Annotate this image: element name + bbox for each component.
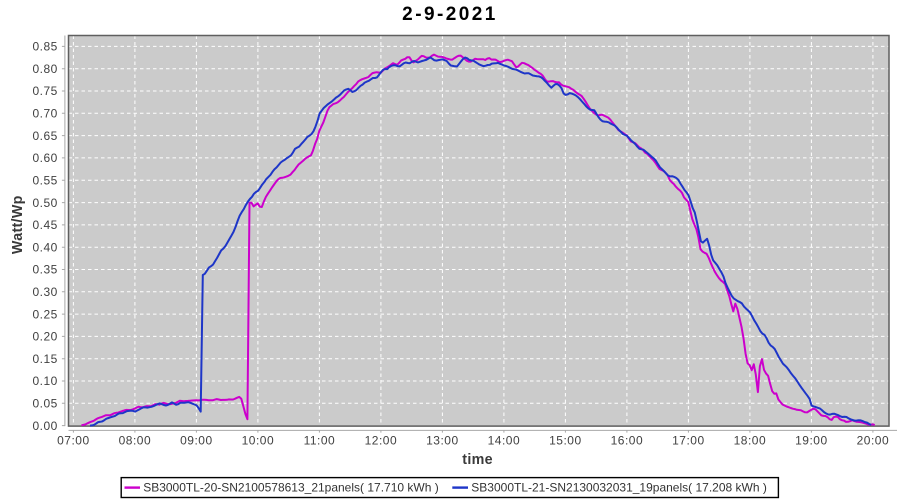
svg-text:0.85: 0.85 xyxy=(32,40,57,54)
svg-text:0.15: 0.15 xyxy=(32,352,57,366)
svg-text:19:00: 19:00 xyxy=(795,434,828,448)
svg-text:0.45: 0.45 xyxy=(32,218,57,232)
svg-text:0.10: 0.10 xyxy=(32,374,57,388)
svg-text:14:00: 14:00 xyxy=(488,434,521,448)
svg-text:Watt/Wp: Watt/Wp xyxy=(10,195,26,254)
svg-text:0.20: 0.20 xyxy=(32,330,57,344)
svg-text:0.35: 0.35 xyxy=(32,263,57,277)
svg-text:0.55: 0.55 xyxy=(32,173,57,187)
svg-text:16:00: 16:00 xyxy=(611,434,644,448)
svg-text:0.80: 0.80 xyxy=(32,62,57,76)
svg-text:0.60: 0.60 xyxy=(32,151,57,165)
svg-text:0.40: 0.40 xyxy=(32,240,57,254)
svg-text:0.00: 0.00 xyxy=(32,419,57,433)
svg-text:08:00: 08:00 xyxy=(119,434,152,448)
svg-text:0.75: 0.75 xyxy=(32,84,57,98)
svg-text:SB3000TL-21-SN2130032031_19pan: SB3000TL-21-SN2130032031_19panels( 17.20… xyxy=(471,481,767,495)
svg-text:0.05: 0.05 xyxy=(32,397,57,411)
svg-text:0.25: 0.25 xyxy=(32,307,57,321)
svg-text:0.70: 0.70 xyxy=(32,107,57,121)
svg-text:18:00: 18:00 xyxy=(734,434,767,448)
svg-text:SB3000TL-20-SN2100578613_21pan: SB3000TL-20-SN2100578613_21panels( 17.71… xyxy=(143,481,439,495)
svg-text:12:00: 12:00 xyxy=(365,434,398,448)
svg-text:11:00: 11:00 xyxy=(304,434,336,448)
svg-text:17:00: 17:00 xyxy=(672,434,705,448)
svg-text:10:00: 10:00 xyxy=(242,434,275,448)
svg-text:20:00: 20:00 xyxy=(857,434,890,448)
svg-text:2-9-2021: 2-9-2021 xyxy=(402,4,498,25)
svg-text:09:00: 09:00 xyxy=(180,434,213,448)
svg-text:13:00: 13:00 xyxy=(426,434,459,448)
svg-text:0.65: 0.65 xyxy=(32,129,57,143)
svg-text:0.30: 0.30 xyxy=(32,285,57,299)
svg-text:15:00: 15:00 xyxy=(549,434,582,448)
svg-text:0.50: 0.50 xyxy=(32,196,57,210)
svg-text:07:00: 07:00 xyxy=(57,434,90,448)
svg-text:time: time xyxy=(462,452,493,468)
